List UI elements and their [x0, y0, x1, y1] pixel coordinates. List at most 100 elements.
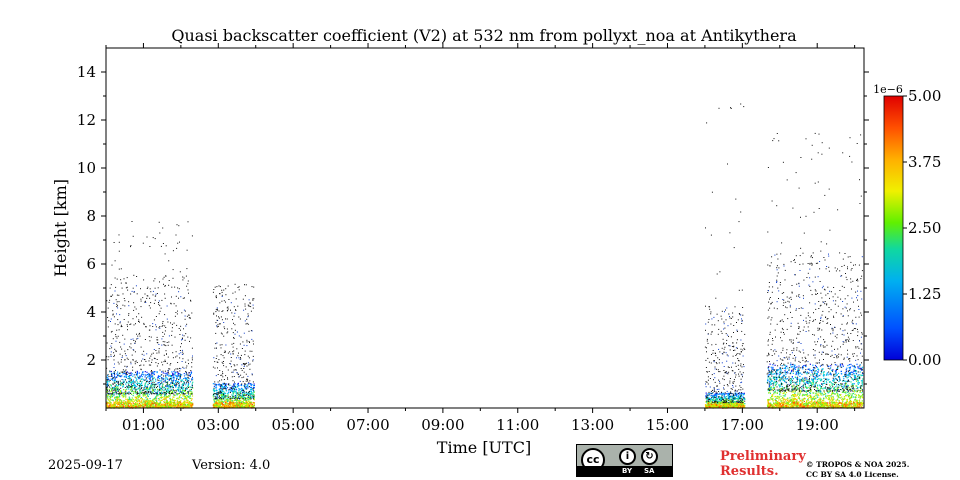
backscatter-pixel [135, 371, 136, 373]
backscatter-pixel [156, 352, 158, 354]
backscatter-pixel [214, 361, 216, 363]
backscatter-pixel [114, 377, 116, 379]
backscatter-pixel [728, 367, 730, 368]
backscatter-pixel [232, 371, 234, 373]
backscatter-pixel [723, 328, 725, 330]
backscatter-pixel [142, 393, 144, 395]
backscatter-pixel [228, 389, 230, 390]
backscatter-pixel [236, 403, 238, 405]
backscatter-pixel [126, 286, 128, 288]
backscatter-pixel [145, 397, 147, 399]
backscatter-pixel [738, 313, 740, 314]
backscatter-pixel [133, 391, 135, 393]
backscatter-pixel [129, 382, 131, 384]
backscatter-pixel [227, 378, 229, 380]
backscatter-pixel [136, 385, 138, 388]
backscatter-pixel [213, 399, 215, 401]
backscatter-pixel [244, 392, 246, 394]
backscatter-pixel [217, 324, 219, 326]
backscatter-pixel [136, 383, 138, 385]
backscatter-pixel [218, 316, 219, 318]
backscatter-pixel [707, 400, 709, 402]
backscatter-pixel [133, 406, 135, 408]
backscatter-pixel [144, 401, 146, 403]
backscatter-pixel [186, 402, 189, 404]
backscatter-pixel [250, 393, 252, 395]
backscatter-pixel [144, 391, 146, 393]
backscatter-pixel [243, 403, 245, 405]
backscatter-pixel [172, 250, 174, 252]
backscatter-pixel [134, 392, 136, 394]
backscatter-pixel [145, 405, 147, 407]
backscatter-pixel [168, 388, 170, 390]
backscatter-pixel [155, 393, 157, 395]
backscatter-pixel [250, 306, 252, 308]
backscatter-pixel [740, 405, 742, 407]
backscatter-pixel [146, 288, 148, 289]
backscatter-pixel [833, 386, 836, 389]
backscatter-pixel [189, 340, 190, 342]
backscatter-pixel [725, 393, 727, 395]
backscatter-pixel [176, 224, 178, 226]
backscatter-pixel [113, 242, 115, 243]
backscatter-pixel [124, 338, 126, 340]
backscatter-pixel [145, 382, 147, 384]
backscatter-pixel [252, 392, 254, 394]
backscatter-pixel [235, 385, 237, 387]
backscatter-pixel [173, 401, 176, 403]
backscatter-pixel [248, 386, 250, 387]
backscatter-pixel [710, 398, 712, 400]
backscatter-pixel [135, 389, 137, 391]
backscatter-pixel [797, 393, 799, 396]
backscatter-pixel [718, 359, 720, 361]
backscatter-pixel [177, 401, 179, 403]
backscatter-pixel [151, 401, 153, 403]
backscatter-pixel [164, 372, 166, 374]
backscatter-pixel [225, 386, 227, 388]
backscatter-pixel [215, 311, 217, 313]
backscatter-pixel [226, 402, 228, 405]
backscatter-pixel [131, 373, 133, 375]
backscatter-pixel [244, 350, 246, 352]
backscatter-pixel [132, 369, 134, 371]
backscatter-pixel [137, 384, 138, 386]
backscatter-pixel [160, 307, 162, 309]
backscatter-pixel [135, 380, 137, 382]
backscatter-pixel [149, 404, 151, 406]
backscatter-pixel [148, 393, 150, 395]
backscatter-pixel [708, 393, 710, 395]
backscatter-pixel [153, 381, 155, 383]
backscatter-pixel [718, 403, 720, 405]
backscatter-pixel [152, 390, 154, 392]
backscatter-pixel [705, 383, 706, 385]
backscatter-pixel [147, 387, 149, 389]
backscatter-pixel [184, 318, 186, 320]
backscatter-pixel [247, 400, 249, 403]
backscatter-pixel [715, 343, 717, 345]
backscatter-pixel [115, 384, 117, 386]
backscatter-pixel [134, 391, 137, 393]
backscatter-pixel [177, 406, 179, 408]
backscatter-pixel [168, 378, 170, 380]
backscatter-pixel [246, 384, 248, 386]
backscatter-pixel [236, 402, 238, 404]
backscatter-pixel [180, 406, 183, 408]
backscatter-pixel [117, 406, 119, 408]
backscatter-pixel [187, 392, 189, 394]
backscatter-pixel [232, 386, 234, 388]
backscatter-pixel [219, 323, 221, 325]
backscatter-pixel [736, 390, 738, 392]
backscatter-pixel [155, 326, 157, 328]
backscatter-pixel [114, 354, 115, 356]
backscatter-pixel [724, 402, 726, 404]
backscatter-pixel [232, 346, 234, 348]
backscatter-pixel [246, 397, 248, 399]
backscatter-pixel [712, 395, 714, 397]
backscatter-pixel [182, 337, 183, 339]
backscatter-pixel [732, 316, 734, 318]
backscatter-pixel [146, 398, 148, 400]
backscatter-pixel [719, 406, 722, 408]
backscatter-pixel [185, 400, 187, 402]
backscatter-pixel [238, 289, 240, 291]
backscatter-pixel [731, 406, 733, 408]
